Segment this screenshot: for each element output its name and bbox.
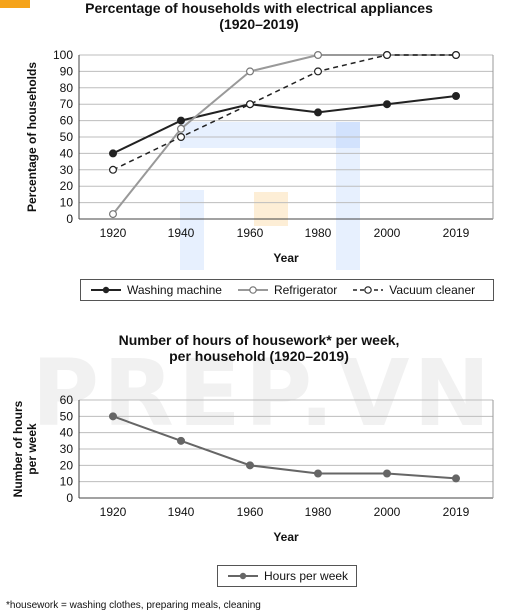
chart1-title-line1: Percentage of households with electrical… bbox=[85, 0, 433, 16]
series-point-0 bbox=[452, 474, 461, 483]
y-axis-title-line1: Number of hours bbox=[11, 400, 25, 497]
series-point-2 bbox=[246, 100, 255, 109]
x-tick-label: 1920 bbox=[100, 505, 127, 519]
chart2: 0 10 20 30 40 50 60 1920 1940 1960 1980 2000 2019 Yea… bbox=[11, 393, 494, 544]
series-point-0 bbox=[383, 100, 392, 109]
legend-item-vacuum-cleaner: Vacuum cleaner bbox=[353, 283, 475, 297]
legend-item-washing-machine: Washing machine bbox=[91, 283, 222, 297]
series-point-0 bbox=[452, 91, 461, 100]
legend-line-filled-marker-icon bbox=[91, 286, 121, 294]
series-point-0 bbox=[177, 116, 186, 125]
legend-item-refrigerator: Refrigerator bbox=[237, 283, 338, 297]
x-tick-label: 2000 bbox=[374, 505, 401, 519]
y-tick-label: 0 bbox=[66, 491, 73, 505]
legend-dashed-line-hollow-marker-icon bbox=[353, 286, 384, 294]
y-tick-label: 40 bbox=[60, 146, 74, 160]
series-point-1 bbox=[177, 124, 186, 133]
series-point-1 bbox=[108, 210, 117, 219]
y-tick-label: 70 bbox=[60, 97, 74, 111]
y-tick-label: 20 bbox=[60, 179, 74, 193]
x-tick-label: 1960 bbox=[237, 505, 264, 519]
chart1-title: Percentage of households with electrical… bbox=[0, 0, 518, 32]
legend-label-hours-per-week: Hours per week bbox=[264, 569, 349, 583]
y-tick-label: 50 bbox=[60, 409, 74, 423]
series-line-0 bbox=[112, 415, 457, 480]
x-tick-label: 1980 bbox=[305, 505, 332, 519]
y-tick-label: 30 bbox=[60, 163, 74, 177]
series-point-1 bbox=[246, 67, 255, 76]
y-tick-label: 60 bbox=[60, 114, 74, 128]
series-point-0 bbox=[108, 149, 117, 158]
series-point-2 bbox=[314, 67, 323, 76]
y-tick-label: 20 bbox=[60, 458, 74, 472]
series-point-2 bbox=[108, 165, 117, 174]
series-point-0 bbox=[383, 469, 392, 478]
footnote: *housework = washing clothes, preparing … bbox=[6, 600, 261, 611]
y-tick-label: 80 bbox=[60, 81, 74, 95]
series-point-0 bbox=[314, 469, 323, 478]
series-line-2 bbox=[112, 54, 456, 171]
series-point-2 bbox=[452, 50, 461, 59]
y-tick-label: 50 bbox=[60, 130, 74, 144]
chart1: 0 10 20 30 40 50 60 70 80 90 100 1920 1940 1960 1980 20… bbox=[25, 48, 494, 265]
legend-label-refrigerator: Refrigerator bbox=[273, 283, 338, 297]
x-tick-label: 2019 bbox=[443, 226, 470, 240]
x-tick-label: 1920 bbox=[100, 226, 127, 240]
legend-label-washing-machine: Washing machine bbox=[127, 283, 222, 297]
chart2-title: Number of hours of housework* per week, … bbox=[0, 332, 518, 364]
x-tick-label: 1940 bbox=[168, 226, 195, 240]
y-tick-label: 60 bbox=[60, 393, 74, 407]
chart2-legend: Hours per week bbox=[217, 565, 357, 587]
chart1-legend: Washing machine Refrigerator Vacuum clea… bbox=[80, 279, 494, 301]
chart1-title-line2: (1920–2019) bbox=[219, 16, 299, 32]
x-tick-label: 1980 bbox=[305, 226, 332, 240]
y-axis-title: Percentage of households bbox=[25, 62, 39, 212]
y-tick-label: 100 bbox=[53, 48, 73, 62]
legend-item-hours-per-week: Hours per week bbox=[228, 569, 348, 583]
series-point-1 bbox=[314, 50, 323, 59]
series-point-2 bbox=[383, 50, 392, 59]
chart2-title-line1: Number of hours of housework* per week, bbox=[118, 332, 400, 348]
x-axis-title: Year bbox=[273, 530, 299, 544]
y-tick-label: 10 bbox=[60, 475, 74, 489]
y-axis-title-line2: per week bbox=[25, 423, 39, 475]
corner-accent bbox=[0, 0, 30, 8]
x-tick-label: 2019 bbox=[443, 505, 470, 519]
y-tick-label: 40 bbox=[60, 426, 74, 440]
y-tick-label: 90 bbox=[60, 64, 74, 78]
series-point-0 bbox=[246, 461, 255, 470]
series-line-0 bbox=[112, 95, 457, 155]
series-point-2 bbox=[177, 133, 186, 142]
watermark-logo bbox=[180, 122, 360, 270]
chart2-title-line2: per household (1920–2019) bbox=[169, 348, 349, 364]
series-point-0 bbox=[108, 412, 117, 421]
legend-line-hollow-marker-icon bbox=[237, 286, 268, 294]
x-axis-title: Year bbox=[273, 251, 299, 265]
series-point-0 bbox=[314, 108, 323, 117]
x-tick-label: 2000 bbox=[374, 226, 401, 240]
legend-label-vacuum-cleaner: Vacuum cleaner bbox=[389, 283, 476, 297]
x-tick-label: 1960 bbox=[237, 226, 264, 240]
x-tick-label: 1940 bbox=[168, 505, 195, 519]
legend-line-filled-marker-icon bbox=[228, 572, 258, 580]
y-tick-label: 0 bbox=[66, 212, 73, 226]
y-tick-label: 30 bbox=[60, 442, 74, 456]
series-point-0 bbox=[177, 436, 186, 445]
y-tick-label: 10 bbox=[60, 196, 74, 210]
